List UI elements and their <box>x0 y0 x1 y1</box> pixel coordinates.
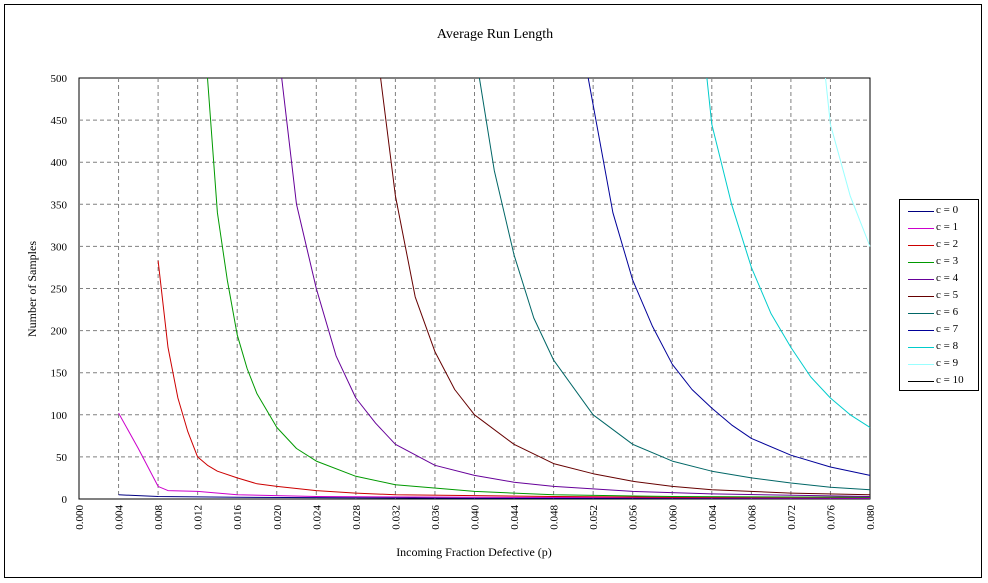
grid-lines <box>79 78 870 499</box>
legend-swatch <box>908 313 934 314</box>
y-tick-label: 500 <box>51 73 68 85</box>
x-tick-label: 0.008 <box>153 505 165 530</box>
y-tick-label: 450 <box>51 115 68 127</box>
legend-item: c = 10 <box>900 373 978 390</box>
series-line-c7 <box>587 77 871 476</box>
legend-item: c = 7 <box>900 322 978 339</box>
legend-label: c = 5 <box>936 289 959 301</box>
y-tick-label: 400 <box>51 157 68 169</box>
legend-label: c = 4 <box>936 272 959 284</box>
x-tick-label: 0.052 <box>588 505 600 530</box>
legend-item: c = 1 <box>900 220 978 237</box>
series-line-c0 <box>118 494 870 499</box>
x-tick-label: 0.028 <box>351 505 363 530</box>
x-tick-labels: 0.000 0.004 0.008 0.012 0.016 0.020 0.024 0.028… <box>74 505 877 530</box>
legend-item: c = 3 <box>900 254 978 271</box>
y-tick-label: 50 <box>56 452 68 464</box>
legend-label: c = 3 <box>936 255 959 267</box>
x-tick-label: 0.064 <box>707 505 719 530</box>
y-tick-label: 250 <box>51 284 68 296</box>
x-tick-label: 0.016 <box>232 505 244 530</box>
legend-swatch <box>908 279 934 280</box>
x-tick-label: 0.044 <box>509 505 521 530</box>
legend-item: c = 2 <box>900 237 978 254</box>
legend-label: c = 6 <box>936 306 959 318</box>
x-tick-label: 0.012 <box>193 505 205 530</box>
legend-label: c = 8 <box>936 340 959 352</box>
series-line-c9 <box>825 77 871 247</box>
legend-swatch <box>908 211 934 212</box>
x-tick-label: 0.080 <box>865 505 877 530</box>
legend-swatch <box>908 245 934 246</box>
series-line-c2 <box>157 260 870 498</box>
y-tick-label: 200 <box>51 326 68 338</box>
x-tick-label: 0.004 <box>114 505 126 530</box>
legend-item: c = 4 <box>900 271 978 288</box>
series-line-c5 <box>380 77 871 496</box>
x-tick-label: 0.032 <box>390 505 402 530</box>
legend-item: c = 6 <box>900 305 978 322</box>
y-tick-label: 300 <box>51 241 68 253</box>
x-tick-label: 0.040 <box>470 505 482 530</box>
y-tick-label: 100 <box>51 410 68 422</box>
legend-label: c = 2 <box>936 238 959 250</box>
series-line-c3 <box>207 77 871 498</box>
legend-label: c = 1 <box>936 221 959 233</box>
x-tick-label: 0.060 <box>667 505 679 530</box>
x-tick-label: 0.000 <box>74 505 86 530</box>
legend-item: c = 8 <box>900 339 978 356</box>
legend: c = 0 c = 1 c = 2 c = 3 c = 4 c = 5 c = 6 c = 7… <box>899 199 979 391</box>
x-tick-label: 0.020 <box>272 505 284 530</box>
x-tick-label: 0.048 <box>549 505 561 530</box>
legend-swatch <box>908 347 934 348</box>
x-tick-label: 0.056 <box>628 505 640 530</box>
y-tick-label: 350 <box>51 199 68 211</box>
legend-label: c = 10 <box>936 374 964 386</box>
y-tick-label: 0 <box>62 494 68 506</box>
chart-title: Average Run Length <box>437 27 553 42</box>
legend-item: c = 9 <box>900 356 978 373</box>
y-tick-label: 150 <box>51 368 68 380</box>
legend-label: c = 9 <box>936 357 959 369</box>
legend-swatch <box>908 262 934 263</box>
series-lines <box>118 77 871 499</box>
legend-label: c = 0 <box>936 204 959 216</box>
x-tick-label: 0.076 <box>825 505 837 530</box>
series-line-c6 <box>478 77 871 491</box>
y-tick-labels: 0 50 100 150 200 250 300 350 400 450 500 <box>51 73 68 506</box>
legend-swatch <box>908 330 934 331</box>
series-line-c1 <box>118 412 871 499</box>
legend-item: c = 0 <box>900 203 978 220</box>
y-axis-label: Number of Samples <box>25 241 39 337</box>
x-tick-label: 0.036 <box>430 505 442 530</box>
legend-swatch <box>908 381 934 382</box>
x-tick-label: 0.024 <box>311 505 323 530</box>
legend-swatch <box>908 228 934 229</box>
series-line-c8 <box>706 77 871 428</box>
legend-swatch <box>908 296 934 297</box>
x-tick-label: 0.072 <box>786 505 798 530</box>
series-line-c4 <box>281 77 871 497</box>
legend-label: c = 7 <box>936 323 959 335</box>
legend-swatch <box>908 364 934 365</box>
x-axis-label: Incoming Fraction Defective (p) <box>396 545 552 559</box>
legend-item: c = 5 <box>900 288 978 305</box>
x-tick-label: 0.068 <box>746 505 758 530</box>
